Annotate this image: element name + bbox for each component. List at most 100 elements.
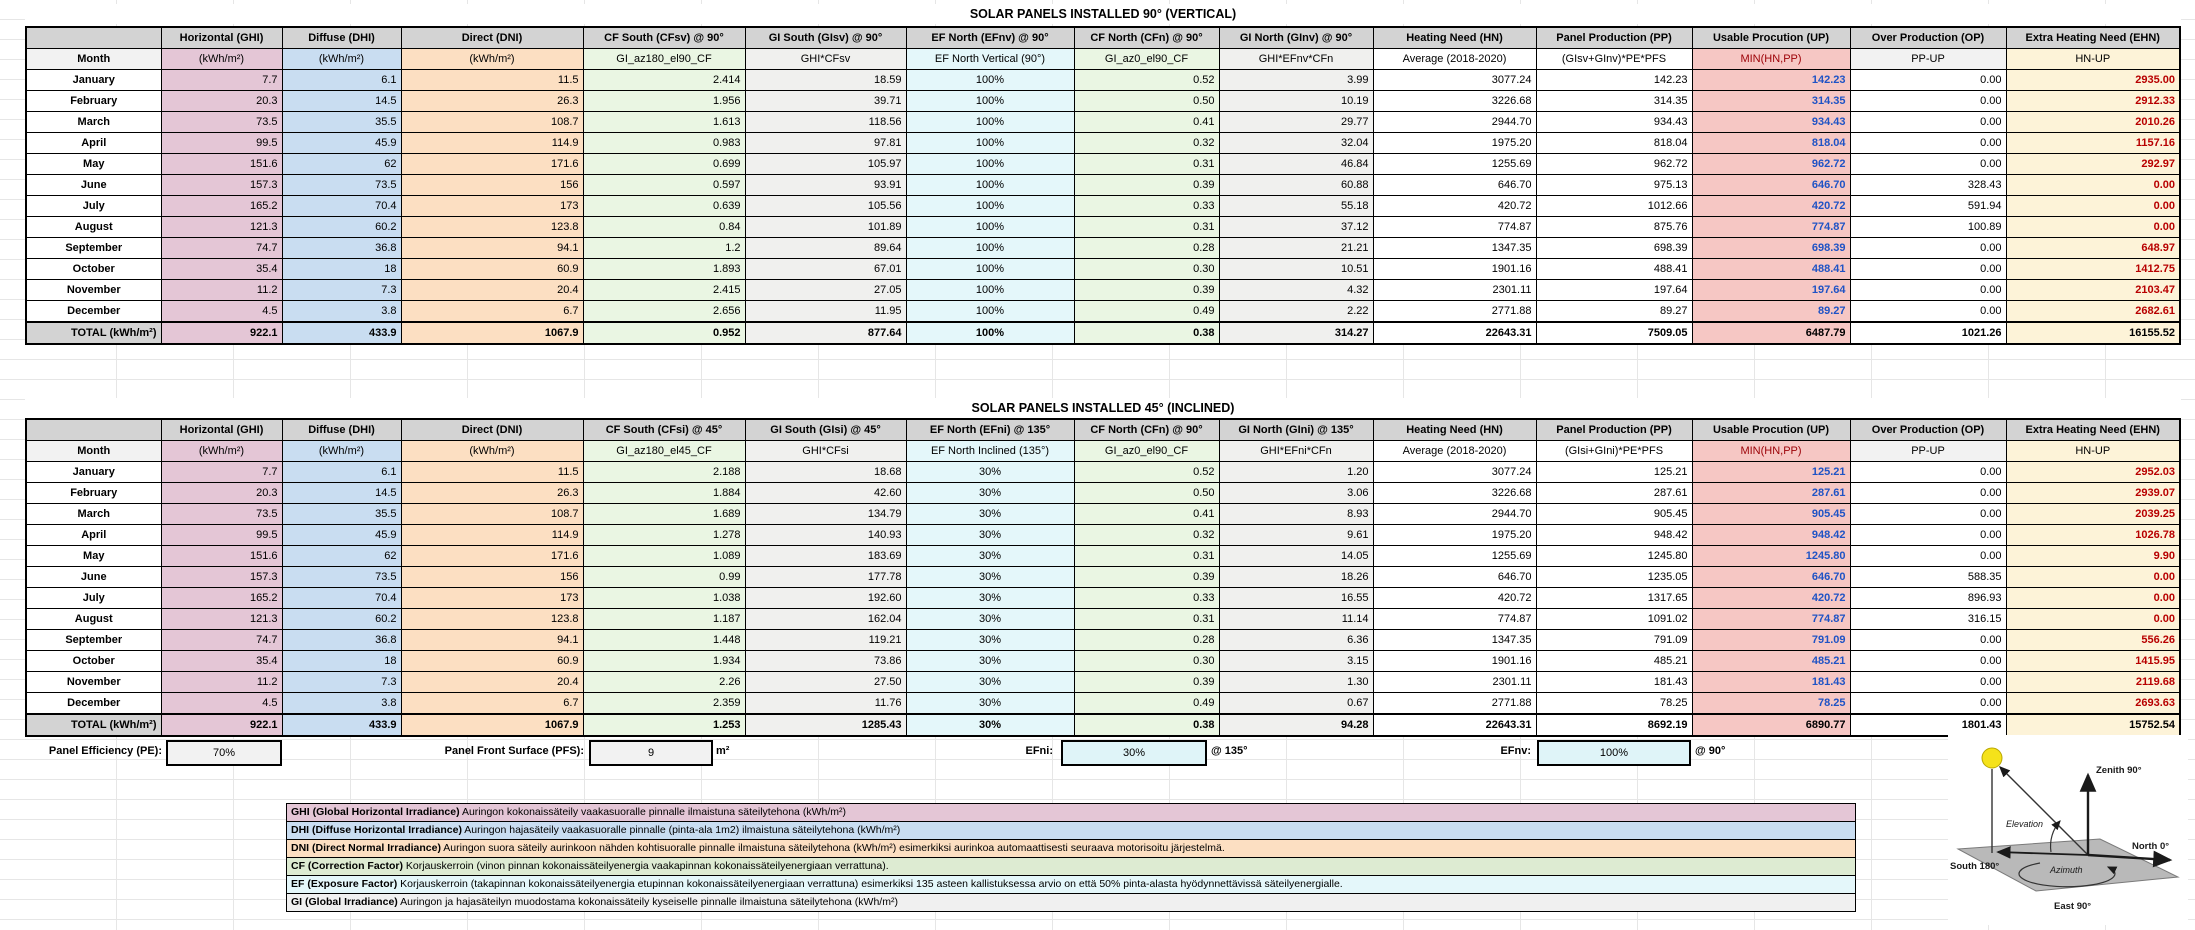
gisi-cell[interactable]: 119.21 [744,629,907,651]
dhi-cell[interactable]: 62 [281,153,402,175]
header-ehn[interactable]: Extra Heating Need (EHN) [2005,26,2181,49]
ehn-cell[interactable]: 1026.78 [2005,524,2181,546]
ehn-cell[interactable]: 2682.61 [2005,300,2181,323]
pp-cell[interactable]: 1091.02 [1535,608,1693,630]
gisv-cell[interactable]: 93.91 [744,174,907,196]
gini-cell[interactable]: 16.55 [1218,587,1374,609]
header-efnv[interactable]: EF North (EFnv) @ 90° [905,26,1075,49]
ehn-cell[interactable]: 9.90 [2005,545,2181,567]
up-cell[interactable]: 698.39 [1691,237,1851,259]
ginv-cell[interactable]: 314.27 [1218,321,1374,345]
op-cell[interactable]: 0.00 [1849,153,2007,175]
cfsi-cell[interactable]: 1.689 [582,503,746,525]
month-cell[interactable]: November [25,671,162,693]
month-cell[interactable]: January [25,69,162,91]
efnv-input[interactable]: 100% [1537,740,1691,766]
subheader-ehn[interactable]: HN-UP [2005,48,2181,70]
cfsi-cell[interactable]: 1.089 [582,545,746,567]
month-cell[interactable]: September [25,237,162,259]
ghi-cell[interactable]: 151.6 [160,153,283,175]
hn-cell[interactable]: 2771.88 [1372,692,1537,715]
up-cell[interactable]: 142.23 [1691,69,1851,91]
op-cell[interactable]: 0.00 [1849,671,2007,693]
efni-cell[interactable]: 30% [905,692,1075,715]
header-op[interactable]: Over Production (OP) [1849,26,2007,49]
cfn-cell[interactable]: 0.41 [1073,503,1220,525]
dni-cell[interactable]: 108.7 [400,503,584,525]
up-cell[interactable]: 125.21 [1691,461,1851,483]
pp-cell[interactable]: 1235.05 [1535,566,1693,588]
subheader-efnv[interactable]: EF North Vertical (90°) [905,48,1075,70]
op-cell[interactable]: 0.00 [1849,300,2007,323]
header-month[interactable] [25,418,162,441]
dni-cell[interactable]: 11.5 [400,69,584,91]
gisv-cell[interactable]: 11.95 [744,300,907,323]
cfn-cell[interactable]: 0.32 [1073,132,1220,154]
ehn-cell[interactable]: 2010.26 [2005,111,2181,133]
pp-cell[interactable]: 197.64 [1535,279,1693,301]
pp-cell[interactable]: 1012.66 [1535,195,1693,217]
dhi-cell[interactable]: 35.5 [281,503,402,525]
cfsv-cell[interactable]: 1.956 [582,90,746,112]
legend-row-dni[interactable]: DNI (Direct Normal Irradiance) Auringon … [286,840,1856,858]
ehn-cell[interactable]: 15752.54 [2005,713,2181,737]
up-cell[interactable]: 197.64 [1691,279,1851,301]
up-cell[interactable]: 818.04 [1691,132,1851,154]
pp-cell[interactable]: 791.09 [1535,629,1693,651]
ehn-cell[interactable]: 2935.00 [2005,69,2181,91]
hn-cell[interactable]: 774.87 [1372,216,1537,238]
header-dni[interactable]: Direct (DNI) [400,26,584,49]
month-cell[interactable]: February [25,90,162,112]
header-up[interactable]: Usable Procution (UP) [1691,26,1851,49]
subheader-pp[interactable]: (GIsv+GInv)*PE*PFS [1535,48,1693,70]
dni-cell[interactable]: 173 [400,587,584,609]
hn-cell[interactable]: 1255.69 [1372,153,1537,175]
header-dhi[interactable]: Diffuse (DHI) [281,26,402,49]
dni-cell[interactable]: 1067.9 [400,713,584,737]
efnv-cell[interactable]: 100% [905,195,1075,217]
up-cell[interactable]: 774.87 [1691,216,1851,238]
op-cell[interactable]: 896.93 [1849,587,2007,609]
ghi-cell[interactable]: 74.7 [160,237,283,259]
op-cell[interactable]: 1021.26 [1849,321,2007,345]
cfn-cell[interactable]: 0.49 [1073,692,1220,715]
efni-cell[interactable]: 30% [905,503,1075,525]
subheader-up[interactable]: MIN(HN,PP) [1691,440,1851,462]
gisv-cell[interactable]: 89.64 [744,237,907,259]
subheader-ghi[interactable]: (kWh/m²) [160,440,283,462]
month-cell[interactable]: April [25,132,162,154]
ghi-cell[interactable]: 11.2 [160,671,283,693]
pp-cell[interactable]: 934.43 [1535,111,1693,133]
header-gisi[interactable]: GI South (GIsi) @ 45° [744,418,907,441]
op-cell[interactable]: 0.00 [1849,482,2007,504]
gini-cell[interactable]: 0.67 [1218,692,1374,715]
month-cell[interactable]: June [25,174,162,196]
gini-cell[interactable]: 1.20 [1218,461,1374,483]
pp-cell[interactable]: 962.72 [1535,153,1693,175]
pp-cell[interactable]: 1245.80 [1535,545,1693,567]
ginv-cell[interactable]: 2.22 [1218,300,1374,323]
ghi-cell[interactable]: 922.1 [160,321,283,345]
gisi-cell[interactable]: 1285.43 [744,713,907,737]
ehn-cell[interactable]: 1157.16 [2005,132,2181,154]
ehn-cell[interactable]: 0.00 [2005,174,2181,196]
ghi-cell[interactable]: 4.5 [160,692,283,715]
cfn-cell[interactable]: 0.52 [1073,69,1220,91]
cfsv-cell[interactable]: 1.613 [582,111,746,133]
hn-cell[interactable]: 2771.88 [1372,300,1537,323]
up-cell[interactable]: 420.72 [1691,195,1851,217]
hn-cell[interactable]: 3226.68 [1372,482,1537,504]
up-cell[interactable]: 962.72 [1691,153,1851,175]
efnv-cell[interactable]: 100% [905,132,1075,154]
dhi-cell[interactable]: 73.5 [281,174,402,196]
cfsv-cell[interactable]: 1.2 [582,237,746,259]
efnv-cell[interactable]: 100% [905,300,1075,323]
hn-cell[interactable]: 1347.35 [1372,237,1537,259]
ghi-cell[interactable]: 7.7 [160,461,283,483]
hn-cell[interactable]: 774.87 [1372,608,1537,630]
subheader-gisi[interactable]: GHI*CFsi [744,440,907,462]
ginv-cell[interactable]: 55.18 [1218,195,1374,217]
dni-cell[interactable]: 26.3 [400,482,584,504]
month-cell[interactable]: July [25,195,162,217]
up-cell[interactable]: 1245.80 [1691,545,1851,567]
